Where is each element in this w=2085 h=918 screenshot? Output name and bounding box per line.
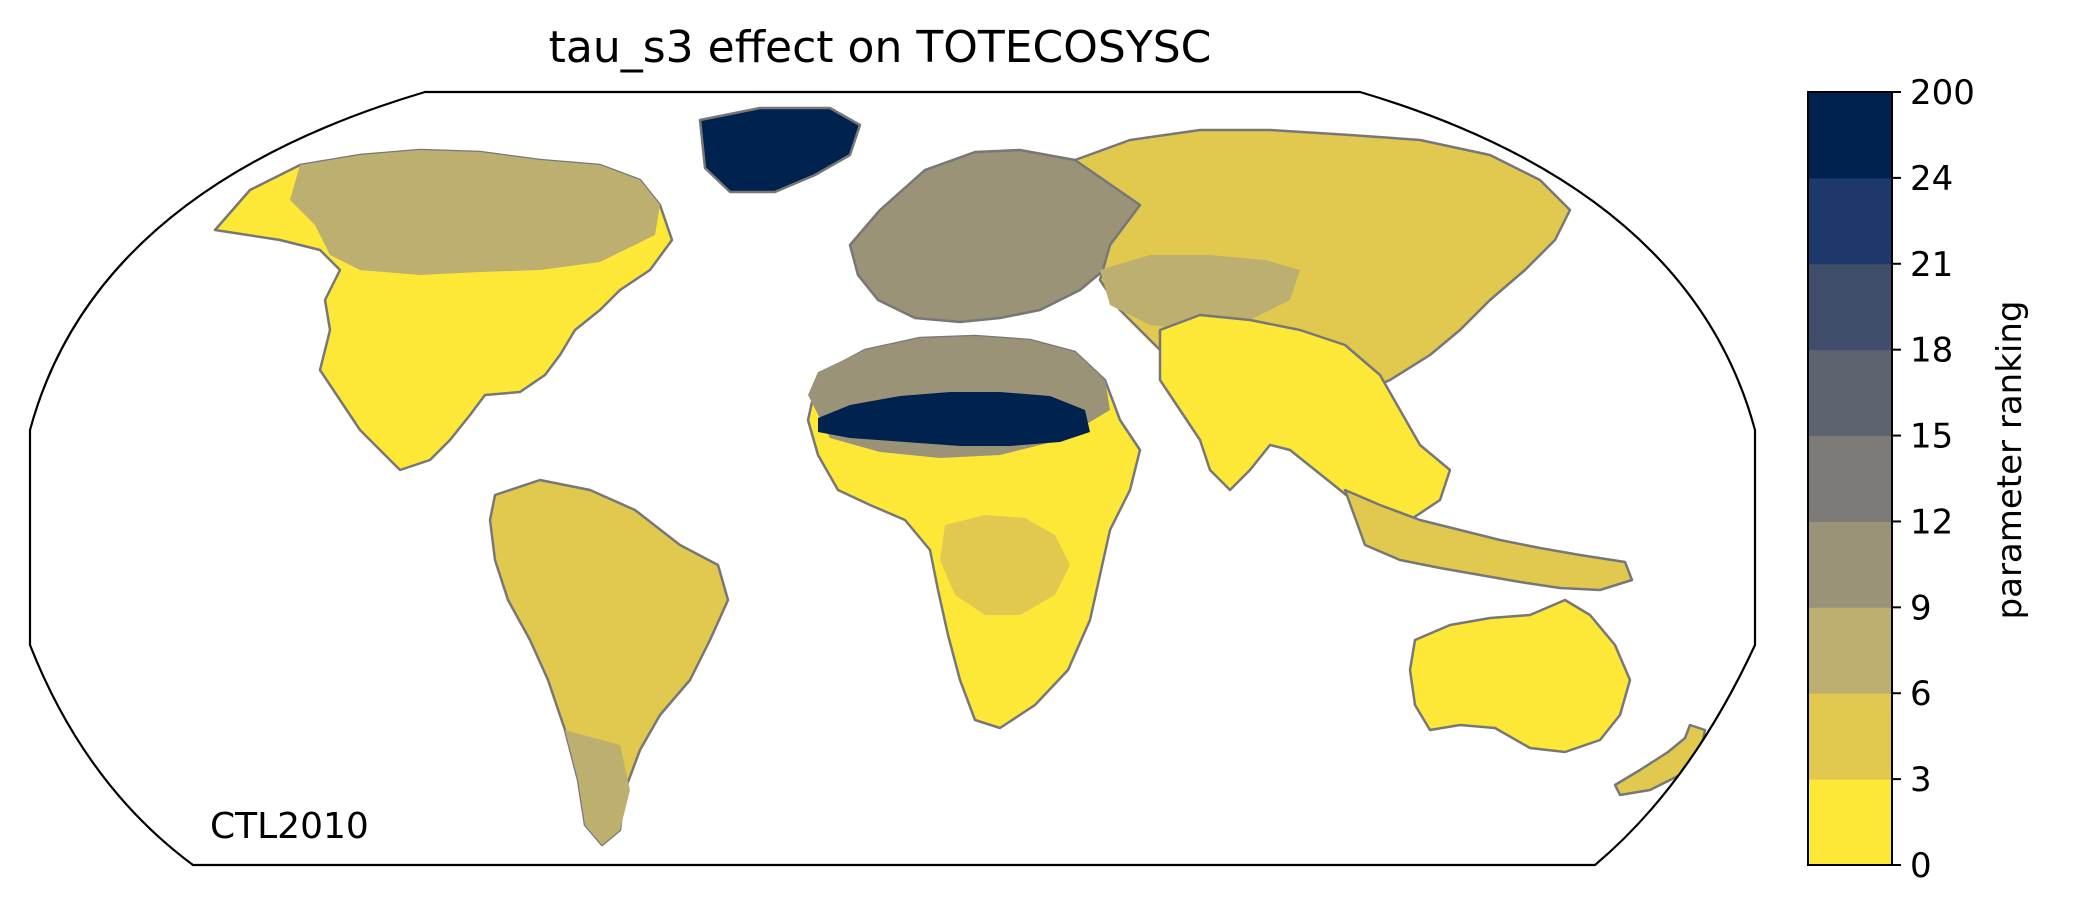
region-greenland	[698, 106, 862, 194]
scenario-label: CTL2010	[210, 806, 369, 847]
colorbar-tick-label: 6	[1910, 674, 1932, 714]
colorbar-bin	[1808, 435, 1892, 522]
colorbar-tick-label: 200	[1910, 73, 1975, 113]
colorbar-tick-label: 12	[1910, 502, 1953, 542]
colorbar-tick-label: 15	[1910, 417, 1953, 457]
colorbar-label: parameter ranking	[1990, 300, 2030, 620]
colorbar-tick-label: 18	[1910, 331, 1953, 371]
chart-title: tau_s3 effect on TOTECOSYSC	[548, 22, 1212, 73]
colorbar-bin	[1808, 693, 1892, 780]
region-sahara	[818, 392, 1090, 446]
region-patagonia	[565, 730, 630, 845]
region-new-zealand	[1613, 723, 1707, 797]
colorbar-bin	[1808, 92, 1892, 179]
region-central-asia	[1100, 255, 1300, 330]
region-australia	[1408, 598, 1632, 754]
region-canada	[290, 150, 660, 275]
colorbar: 0 3 6 9 12 15 18 21 24 200	[1807, 73, 1975, 886]
map-boundary	[28, 90, 1757, 867]
colorbar-frame	[1807, 91, 1893, 866]
colorbar-tick-label: 0	[1910, 846, 1932, 886]
colorbar-tick-label: 21	[1910, 245, 1953, 285]
colorbar-bin	[1808, 177, 1892, 265]
colorbar-bin	[1808, 521, 1892, 608]
colorbar-tick-label: 9	[1910, 588, 1932, 628]
colorbar-bin	[1808, 349, 1892, 437]
colorbar-bin	[1808, 607, 1892, 694]
region-central-africa	[940, 515, 1070, 615]
colorbar-tick-label: 3	[1910, 760, 1932, 800]
land-layer	[213, 106, 1707, 847]
colorbar-bin	[1808, 263, 1892, 351]
colorbar-bin	[1808, 779, 1892, 866]
colorbar-tick-label: 24	[1910, 159, 1953, 199]
region-southeast-asia	[1343, 488, 1634, 592]
